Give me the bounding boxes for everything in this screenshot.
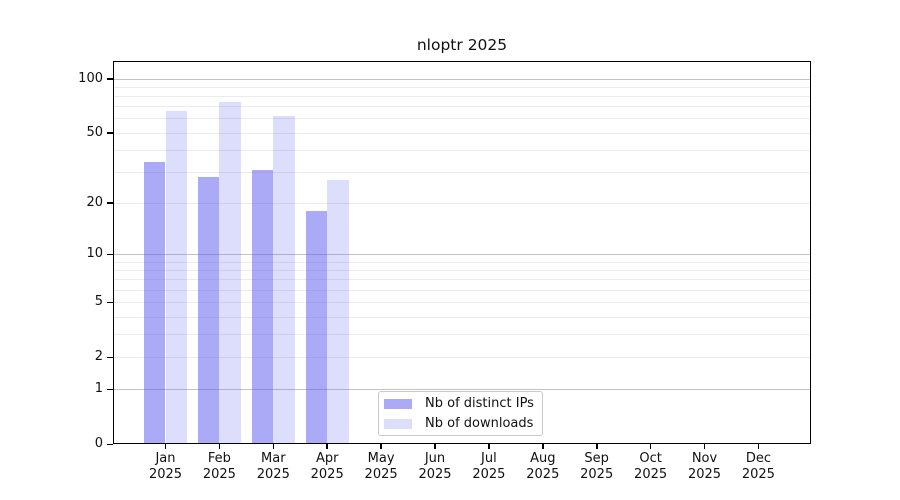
x-axis-tick-label: May 2025 bbox=[364, 451, 398, 482]
x-tick-mark bbox=[380, 444, 382, 449]
x-axis-tick-label: Feb 2025 bbox=[202, 451, 236, 482]
minor-gridline bbox=[113, 289, 811, 291]
minor-gridline bbox=[113, 316, 811, 318]
y-axis-tick-label: 5 bbox=[94, 294, 103, 310]
minor-gridline bbox=[113, 118, 811, 120]
minor-gridline bbox=[113, 149, 811, 151]
minor-gridline bbox=[113, 96, 811, 97]
bar-distinct-ips-jan bbox=[144, 162, 166, 443]
x-tick-mark bbox=[542, 444, 544, 449]
minor-gridline bbox=[113, 202, 811, 204]
minor-gridline bbox=[113, 279, 811, 281]
y-tick-mark bbox=[107, 202, 113, 204]
legend-item-downloads: Nb of downloads bbox=[384, 415, 542, 432]
minor-gridline bbox=[113, 302, 811, 304]
y-axis-tick-label: 50 bbox=[86, 124, 103, 140]
x-axis-tick-label: Apr 2025 bbox=[310, 451, 344, 482]
y-tick-mark bbox=[107, 301, 113, 304]
y-axis-tick-label: 100 bbox=[78, 70, 103, 86]
x-tick-mark bbox=[272, 444, 275, 449]
x-tick-mark bbox=[757, 444, 760, 449]
minor-gridline bbox=[113, 357, 811, 358]
x-axis-tick-label: Sep 2025 bbox=[580, 451, 614, 482]
minor-gridline bbox=[113, 270, 811, 271]
bar-distinct-ips-mar bbox=[251, 169, 274, 443]
x-tick-mark bbox=[596, 444, 598, 449]
bar-downloads-mar bbox=[273, 115, 295, 443]
legend: Nb of distinct IPs Nb of downloads bbox=[378, 391, 543, 436]
x-tick-mark bbox=[326, 444, 328, 449]
major-gridline bbox=[113, 254, 811, 256]
x-axis-tick-label: Aug 2025 bbox=[526, 451, 560, 482]
bar-downloads-jan bbox=[165, 111, 187, 443]
y-axis-tick-label: 1 bbox=[94, 381, 103, 397]
y-axis-tick-label: 0 bbox=[94, 436, 103, 451]
x-axis-tick-label: Jul 2025 bbox=[472, 451, 506, 482]
minor-gridline bbox=[113, 334, 811, 336]
bar-downloads-apr bbox=[327, 180, 349, 443]
bar-downloads-feb bbox=[219, 102, 241, 443]
x-axis-tick-label: Dec 2025 bbox=[741, 451, 775, 482]
x-axis-tick-label: Jun 2025 bbox=[418, 451, 452, 482]
x-tick-mark bbox=[488, 444, 490, 449]
y-tick-mark bbox=[107, 132, 113, 134]
x-axis-tick-label: Nov 2025 bbox=[687, 451, 722, 482]
minor-gridline bbox=[113, 172, 811, 174]
legend-item-distinct-ips: Nb of distinct IPs bbox=[384, 395, 542, 412]
legend-label-downloads: Nb of downloads bbox=[425, 416, 534, 431]
x-tick-mark bbox=[703, 444, 706, 449]
x-tick-mark bbox=[218, 444, 221, 449]
y-axis-tick-label: 20 bbox=[86, 194, 103, 210]
minor-gridline bbox=[113, 86, 811, 88]
x-tick-mark bbox=[434, 444, 436, 449]
bar-distinct-ips-apr bbox=[305, 210, 328, 443]
bar-distinct-ips-feb bbox=[198, 177, 220, 443]
minor-gridline bbox=[113, 261, 811, 263]
chart-title: nloptr 2025 bbox=[416, 36, 508, 54]
y-tick-mark bbox=[107, 253, 113, 256]
major-gridline bbox=[113, 78, 811, 80]
major-gridline bbox=[113, 389, 811, 391]
y-tick-mark bbox=[107, 443, 113, 445]
y-tick-mark bbox=[107, 78, 113, 80]
y-axis-tick-label: 2 bbox=[94, 349, 103, 364]
x-axis-tick-label: Oct 2025 bbox=[634, 451, 668, 482]
minor-gridline bbox=[113, 106, 811, 108]
y-tick-mark bbox=[107, 356, 113, 358]
y-tick-mark bbox=[107, 388, 113, 391]
legend-label-distinct-ips: Nb of distinct IPs bbox=[425, 396, 534, 411]
minor-gridline bbox=[113, 132, 811, 134]
x-axis-tick-label: Jan 2025 bbox=[148, 451, 183, 482]
legend-swatch-distinct-ips-icon bbox=[384, 398, 412, 409]
x-tick-mark bbox=[649, 444, 652, 449]
x-tick-mark bbox=[164, 444, 167, 449]
legend-swatch-downloads-icon bbox=[384, 418, 412, 429]
x-axis-tick-label: Mar 2025 bbox=[256, 451, 290, 482]
y-axis-tick-label: 10 bbox=[86, 246, 103, 262]
